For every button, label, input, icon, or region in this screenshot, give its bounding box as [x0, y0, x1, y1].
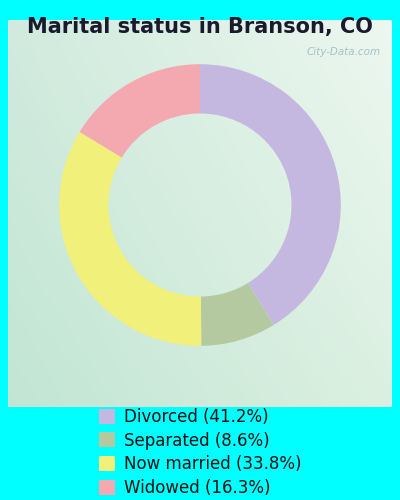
Wedge shape	[59, 132, 201, 346]
Wedge shape	[200, 64, 341, 325]
Text: Marital status in Branson, CO: Marital status in Branson, CO	[27, 17, 373, 37]
Wedge shape	[201, 283, 274, 346]
Text: City-Data.com: City-Data.com	[306, 47, 380, 57]
Legend: Divorced (41.2%), Separated (8.6%), Now married (33.8%), Widowed (16.3%): Divorced (41.2%), Separated (8.6%), Now …	[94, 403, 306, 500]
Wedge shape	[80, 64, 200, 158]
